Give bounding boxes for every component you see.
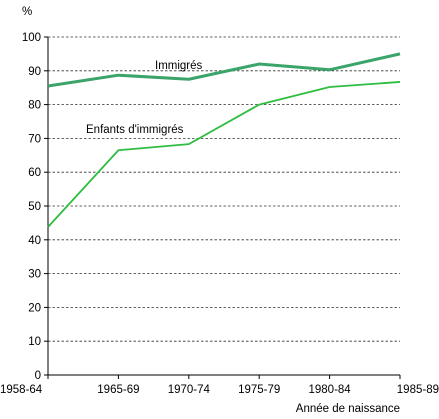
series-label-immigres: Immigrés: [155, 60, 203, 72]
x-tick-label-1985-89: 1985-89: [397, 384, 439, 396]
y-tick-label-60: 60: [28, 167, 41, 179]
series-line-1: [47, 81, 401, 228]
y-tick-label-20: 20: [28, 302, 41, 314]
x-axis-title: Année de naissance: [296, 403, 400, 415]
x-tick-label-1965-69: 1965-69: [97, 384, 139, 396]
y-tick-label-100: 100: [22, 32, 41, 44]
y-tick-label-90: 90: [28, 66, 41, 78]
x-tick-label-1980-84: 1980-84: [308, 384, 351, 396]
series-group: [47, 52, 401, 228]
x-tick-label-1958-64: 1958-64: [0, 384, 43, 396]
tick-labels: 0 10 20 30 40 50 60 70 80 90 100 1958-64 1965-69 1970…: [0, 32, 439, 396]
y-axis-unit: %: [22, 6, 32, 18]
y-tick-label-50: 50: [28, 201, 41, 213]
y-tick-label-40: 40: [28, 235, 41, 247]
y-tick-label-70: 70: [28, 133, 41, 145]
y-tick-label-10: 10: [28, 336, 41, 348]
x-tick-label-1975-79: 1975-79: [238, 384, 280, 396]
grid-lines: [48, 36, 400, 342]
series-line-0: [47, 52, 401, 88]
series-label-enfants: Enfants d'immigrés: [86, 124, 184, 136]
y-tick-label-30: 30: [28, 269, 41, 281]
axes: [44, 36, 401, 379]
y-tick-label-0: 0: [35, 370, 41, 382]
y-tick-label-80: 80: [28, 100, 41, 112]
x-tick-label-1970-74: 1970-74: [168, 384, 211, 396]
